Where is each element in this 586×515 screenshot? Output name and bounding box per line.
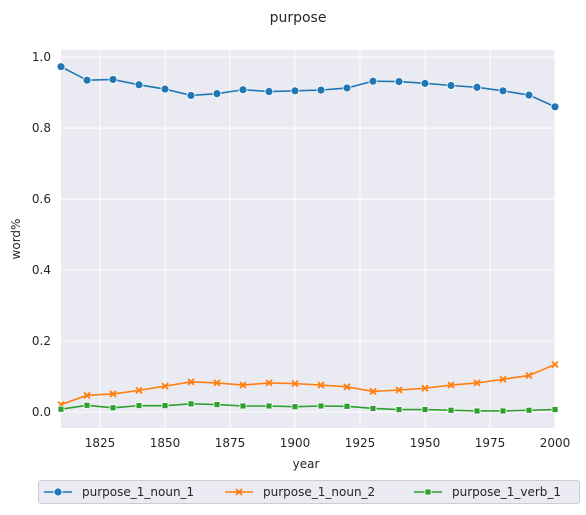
data-point (368, 76, 378, 86)
data-point (472, 82, 482, 92)
data-point (109, 404, 117, 412)
data-point (447, 406, 455, 414)
series-line (60, 363, 556, 406)
data-point (83, 401, 91, 409)
data-point (161, 382, 169, 390)
data-point (524, 90, 534, 100)
x-tick-label: 1875 (215, 436, 246, 450)
data-point (473, 407, 481, 415)
series-purpose_1_noun_1 (56, 62, 560, 112)
data-point (420, 78, 430, 88)
data-point (187, 400, 195, 408)
x-tick-label: 1975 (475, 436, 506, 450)
data-point (291, 379, 299, 388)
data-point (447, 381, 455, 389)
data-point (56, 62, 66, 72)
legend-item: purpose_1_noun_2 (225, 485, 375, 499)
data-point (369, 405, 377, 412)
legend-item: purpose_1_noun_1 (44, 485, 194, 499)
data-point (499, 375, 507, 384)
data-point (212, 89, 222, 99)
y-tick-label: 0.6 (32, 192, 51, 206)
data-point (238, 85, 248, 95)
data-point (57, 405, 65, 413)
data-point (264, 87, 274, 96)
x-axis-ticks: 1825 1850 1875 1900 1925 1950 1975 2000 (85, 436, 571, 450)
data-point (342, 83, 352, 93)
data-point (213, 401, 221, 408)
y-tick-label: 1.0 (32, 50, 51, 64)
data-point (82, 75, 92, 85)
data-point (343, 383, 351, 391)
data-point (551, 406, 559, 413)
data-point (186, 91, 196, 100)
y-axis-ticks: 0.0 0.2 0.4 0.6 0.8 1.0 (32, 50, 51, 419)
data-point (239, 402, 247, 410)
legend-label: purpose_1_noun_1 (82, 485, 194, 499)
data-point (317, 402, 325, 410)
data-point (499, 407, 507, 415)
plot-area (61, 50, 555, 428)
data-point (83, 391, 91, 399)
series-purpose_1_verb_1 (57, 400, 559, 415)
x-tick-label: 1825 (85, 436, 116, 450)
data-point (317, 381, 325, 389)
legend-item: purpose_1_verb_1 (414, 485, 561, 499)
data-point (343, 402, 351, 410)
data-point (498, 86, 508, 96)
data-point (316, 85, 326, 95)
data-point (421, 406, 429, 413)
legend-marker (424, 488, 432, 496)
data-point (135, 386, 143, 395)
data-point (187, 378, 195, 386)
series-line (60, 403, 556, 412)
data-point (525, 406, 533, 414)
data-point (290, 86, 300, 96)
data-point (421, 384, 429, 392)
x-axis-label: year (293, 457, 320, 471)
data-point (394, 77, 404, 86)
data-point (291, 403, 299, 411)
x-tick-label: 2000 (540, 436, 571, 450)
data-point (395, 386, 403, 394)
data-point (395, 406, 403, 413)
data-point (239, 381, 247, 389)
chart-title: purpose (270, 10, 327, 26)
series-group (56, 62, 560, 415)
legend-marker (235, 488, 243, 496)
legend-label: purpose_1_noun_2 (263, 485, 375, 499)
y-tick-label: 0.2 (32, 334, 51, 348)
y-tick-label: 0.8 (32, 121, 51, 135)
data-point (135, 402, 143, 410)
data-point (473, 379, 481, 387)
data-point (161, 402, 169, 410)
legend-frame (38, 480, 580, 504)
x-tick-label: 1900 (280, 436, 311, 450)
data-point (134, 80, 144, 90)
data-point (369, 387, 377, 396)
data-point (525, 371, 533, 380)
data-point (213, 379, 221, 387)
data-point (265, 379, 273, 387)
x-tick-label: 1850 (150, 436, 181, 450)
data-point (108, 75, 118, 84)
x-tick-label: 1950 (410, 436, 441, 450)
y-tick-label: 0.4 (32, 263, 51, 277)
x-tick-label: 1925 (345, 436, 376, 450)
data-point (160, 84, 170, 94)
data-point (551, 360, 559, 369)
y-axis-label: word% (9, 219, 23, 260)
data-point (109, 390, 117, 398)
data-point (265, 402, 273, 410)
legend-label: purpose_1_verb_1 (452, 485, 561, 499)
data-point (446, 81, 456, 90)
data-point (550, 102, 560, 112)
legend-marker (53, 487, 63, 497)
y-tick-label: 0.0 (32, 405, 51, 419)
legend: purpose_1_noun_1 purpose_1_noun_2 purpose_… (38, 480, 580, 504)
